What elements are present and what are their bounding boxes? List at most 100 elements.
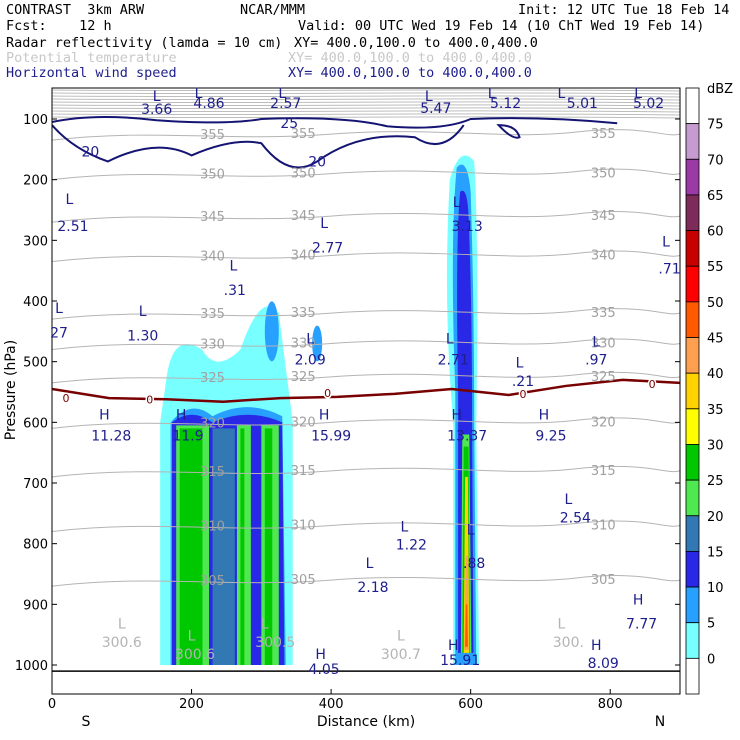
reflectivity-cell (264, 301, 279, 362)
colorbar-tick-label: 65 (707, 189, 724, 204)
colorbar-tick-label: 60 (707, 225, 724, 240)
x-tick-label: 600 (458, 697, 483, 712)
field-wind: Horizontal wind speed (6, 65, 177, 81)
wind-extremum-label: 5.02 (633, 96, 664, 112)
theta-band-line (52, 98, 680, 101)
wind-extremum-label: 8.09 (588, 656, 619, 672)
theta-extremum-label: 300. (553, 635, 584, 651)
wind-extremum-label: .31 (224, 283, 246, 299)
freezing-level-label: 0 (520, 388, 527, 401)
wind-extremum-label: L (453, 195, 461, 211)
reflectivity-region-west-30 (264, 428, 273, 665)
wind-extremum-label: 4.86 (193, 96, 224, 112)
reflectivity-cell (312, 325, 323, 362)
wind-extremum-label: .21 (512, 374, 534, 390)
wind-extremum-label: 20 (81, 145, 99, 161)
wind-extremum-label: 1.22 (396, 538, 427, 554)
wind-extremum-label: 3.13 (452, 219, 483, 235)
theta-contour-label: 305 (200, 574, 225, 589)
wind-extremum-label: L (446, 331, 454, 347)
y-tick-label: 700 (23, 477, 48, 492)
theta-contour-355 (52, 129, 680, 141)
theta-contour-320 (52, 417, 680, 429)
field-reflectivity: Radar reflectivity (lamda = 10 cm) (6, 35, 283, 51)
wind-extremum-label: 5.01 (567, 96, 598, 112)
theta-extremum-label: L (118, 617, 126, 633)
x-tick-label: 0 (48, 697, 56, 712)
theta-contour-label: 325 (291, 370, 316, 385)
theta-extremum-label: L (397, 629, 405, 645)
wind-extremum-label: L (557, 86, 565, 102)
colorbar-swatch (685, 515, 700, 552)
wind-extremum-label: L (66, 192, 74, 208)
theta-contour-325 (52, 371, 680, 384)
reflectivity-region-west-20 (212, 428, 235, 665)
theta-contour-315 (52, 465, 680, 478)
theta-contour-label: 335 (200, 307, 225, 322)
colorbar-swatch (685, 444, 700, 481)
wind-extremum-label: 11.28 (91, 429, 131, 445)
theta-contour-label: 315 (291, 464, 316, 479)
wind-extremum-label: 2.51 (57, 219, 88, 235)
colorbar-tick-label: 10 (707, 581, 724, 596)
wind-extremum-label: H (451, 407, 462, 423)
wind-extremum-label: .88 (463, 556, 485, 572)
colorbar-swatch (685, 586, 700, 624)
theta-contour-label: 350 (591, 167, 616, 182)
wind-extremum-label: 2.71 (438, 353, 469, 369)
wind-extremum-label: 5.47 (420, 101, 451, 117)
wind-extremum-label: H (315, 647, 326, 663)
theta-contour-335 (52, 308, 680, 320)
theta-band-line (52, 92, 680, 95)
colorbar-unit: dBZ (707, 82, 733, 97)
wind-extremum-label: 1.30 (127, 328, 158, 344)
wind-extremum-label: L (634, 86, 642, 102)
wind-extremum-label: 2.18 (357, 580, 388, 596)
theta-band-line (52, 101, 680, 104)
y-tick-label: 800 (23, 538, 48, 553)
wind-extremum-label: L (139, 304, 147, 320)
theta-contour-350 (52, 168, 680, 181)
y-tick-label: 900 (23, 598, 48, 613)
wind-extremum-label: 11.9 (172, 429, 203, 445)
wind-extremum-label: .71 (658, 262, 680, 278)
freezing-level-label: 0 (62, 392, 69, 405)
y-axis-label: Pressure (hPa) (3, 340, 19, 440)
colorbar-tick-label: 25 (707, 474, 724, 489)
theta-contour-label: 305 (291, 573, 316, 588)
theta-contour-label: 320 (200, 416, 225, 431)
reflectivity-region-west-30 (240, 428, 245, 665)
wind-extremum-label: H (319, 407, 330, 423)
colorbar-tick-label: 70 (707, 153, 724, 168)
x-tick-label: 800 (598, 697, 623, 712)
y-tick-label: 300 (23, 234, 48, 249)
freezing-level-label: 0 (146, 393, 153, 406)
colorbar-tick-label: 30 (707, 438, 724, 453)
colorbar-swatch (685, 657, 700, 695)
colorbar-swatch (685, 372, 700, 410)
colorbar-tick-label: 50 (707, 296, 724, 311)
wind-extremum-label: L (195, 86, 203, 102)
colorbar-tick-label: 75 (707, 118, 724, 133)
x-tick-label: 200 (179, 697, 204, 712)
colorbar-tick-label: 45 (707, 332, 724, 347)
wind-extremum-label: L (230, 259, 238, 275)
reflectivity-region-east-50 (465, 604, 468, 647)
colorbar-swatch (685, 230, 700, 267)
theta-contour-label: 330 (591, 336, 616, 351)
y-tick-label: 1000 (15, 659, 48, 674)
colorbar-swatch (685, 301, 700, 338)
wind-extremum-label: 13.37 (447, 429, 487, 445)
field-wind-xy: XY= 400.0,100.0 to 400.0,400.0 (288, 65, 532, 81)
wind-extremum-label: H (448, 638, 459, 654)
theta-contour-label: 330 (291, 336, 316, 351)
wind-extremum-label: 25 (280, 116, 298, 132)
freezing-level-label: 0 (649, 378, 656, 391)
wind-extremum-label: 20 (308, 154, 326, 170)
header-fcst: Fcst: 12 h (6, 18, 112, 34)
theta-band-line (52, 113, 680, 116)
colorbar-swatch (685, 337, 700, 374)
reflectivity-region-west-30 (179, 428, 203, 665)
wind-extremum-label: 27 (50, 325, 68, 341)
